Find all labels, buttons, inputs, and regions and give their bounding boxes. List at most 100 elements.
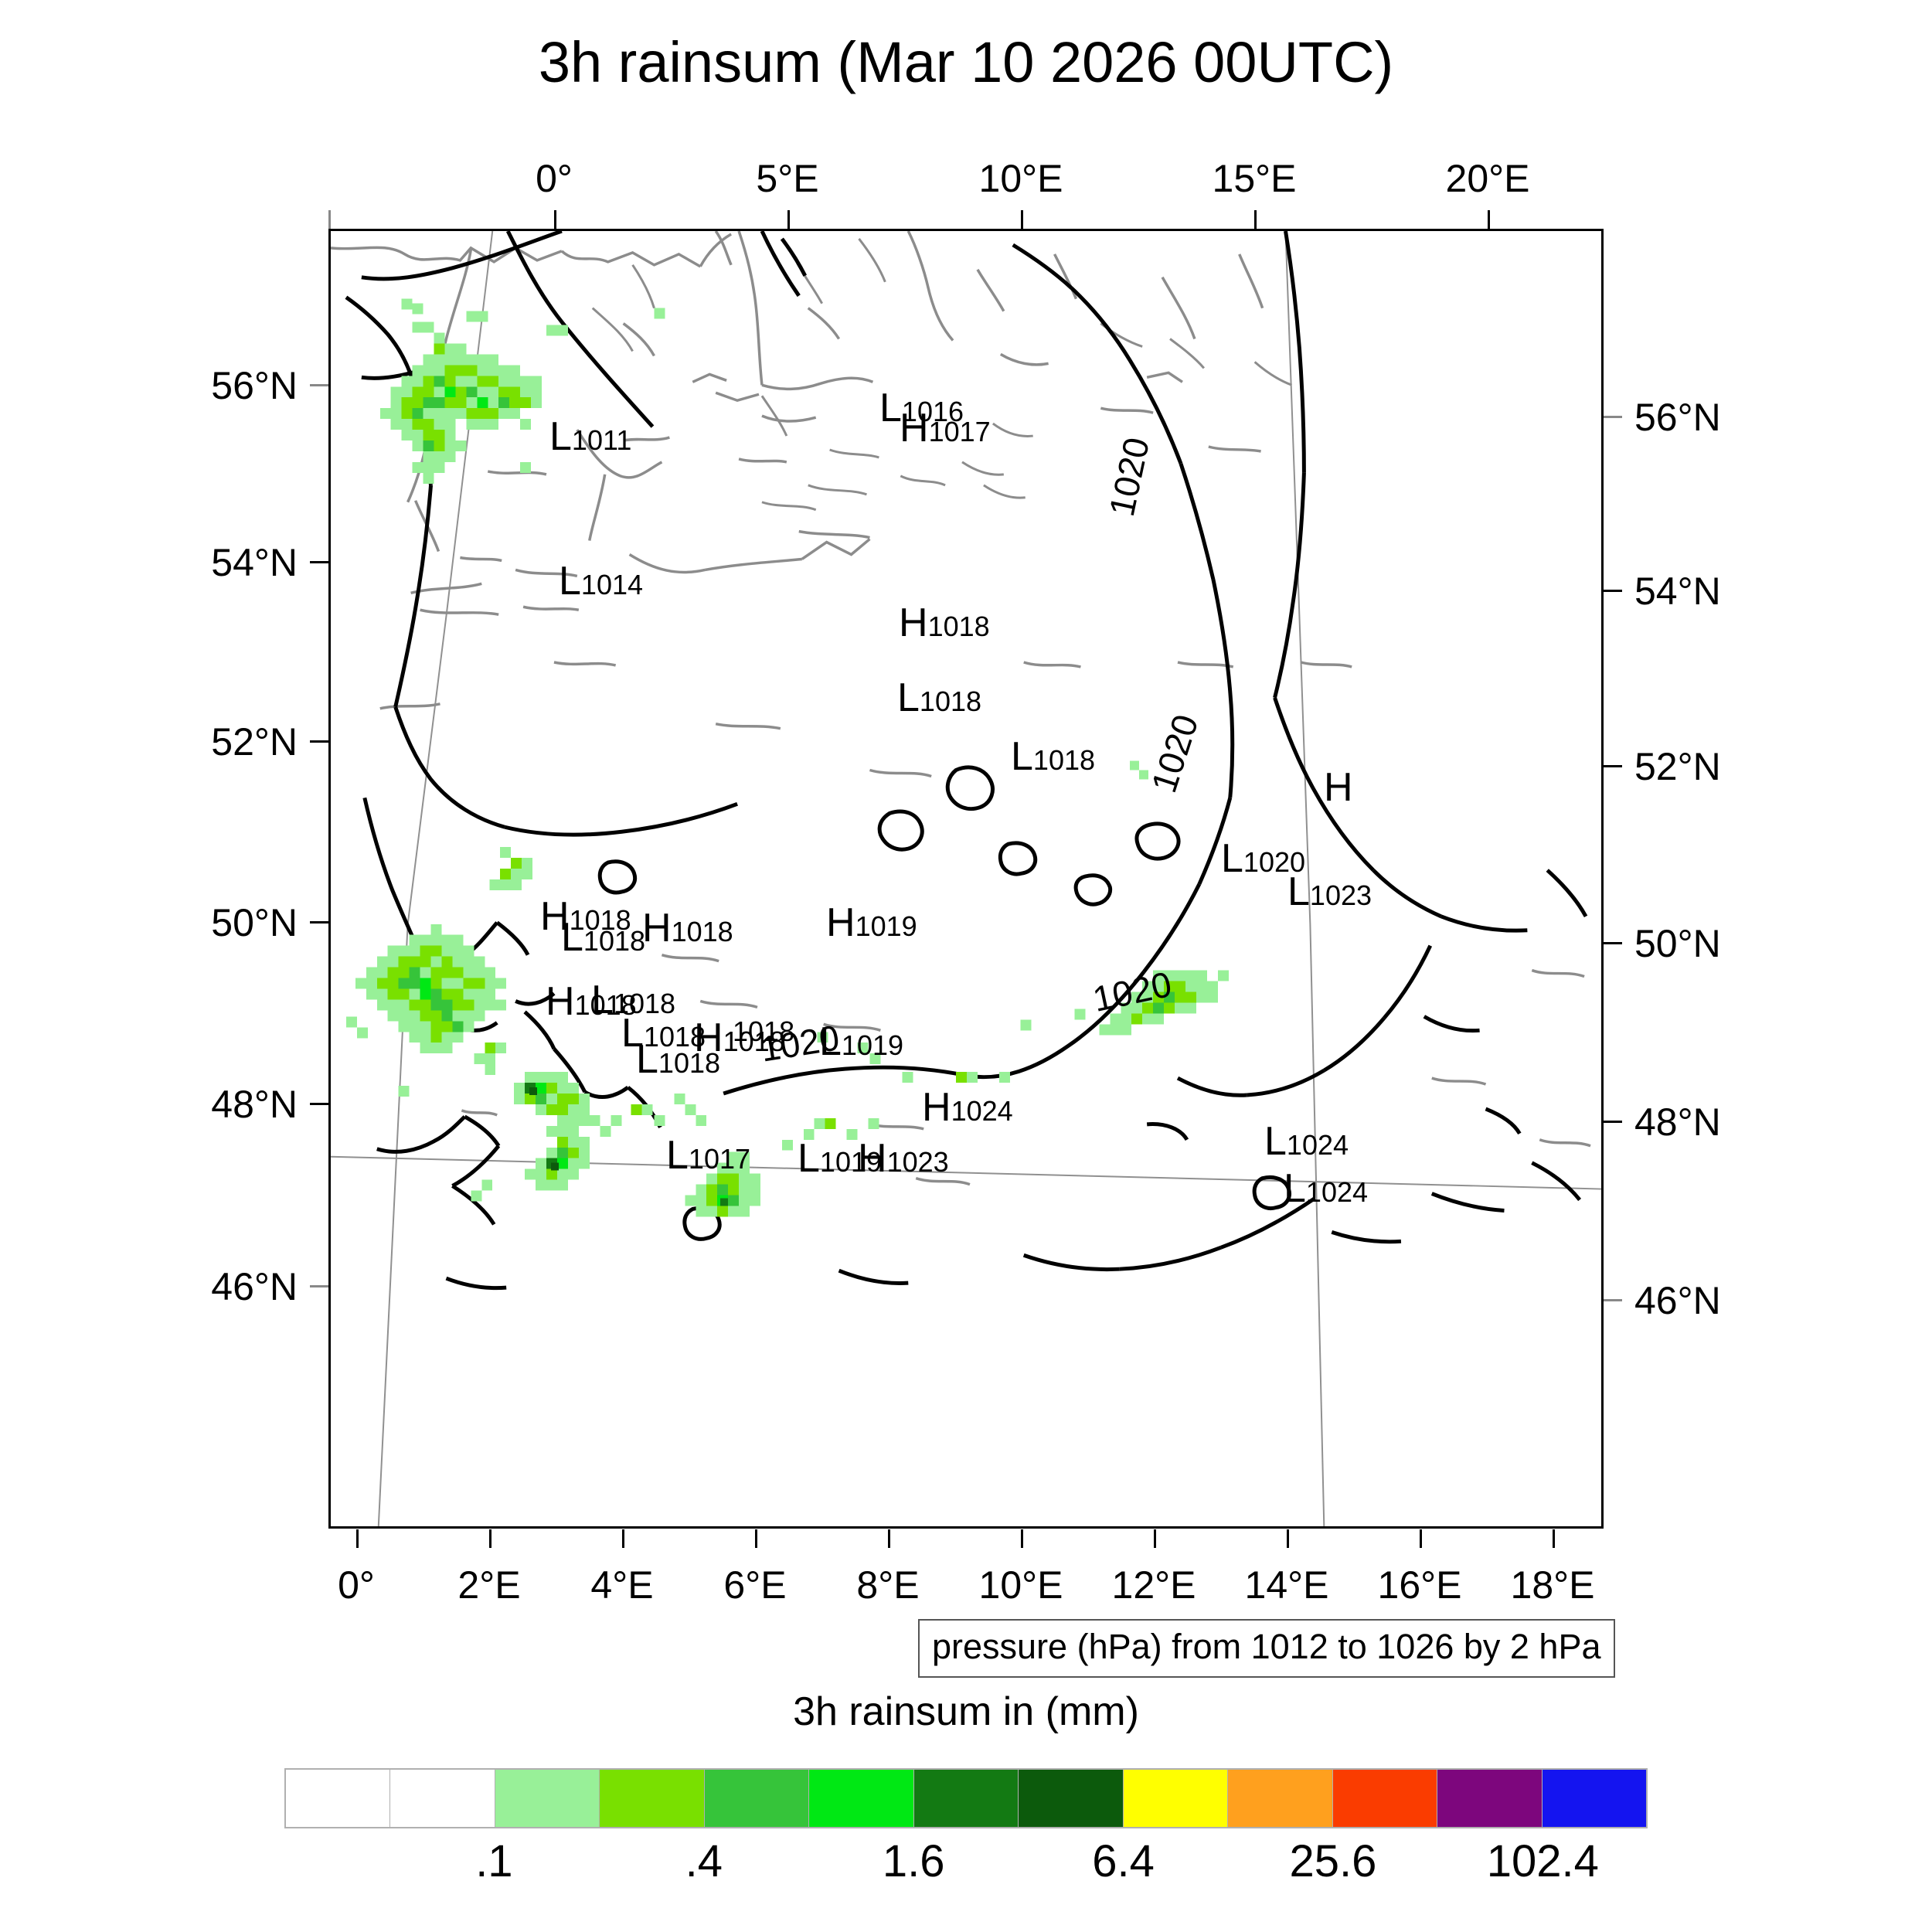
- pressure-marker-low: L1018: [591, 978, 676, 1022]
- axis-top-label: 5°E: [756, 157, 819, 200]
- axis-top-label: 10°E: [978, 157, 1063, 200]
- axis-right-label: 52°N: [1634, 745, 1721, 788]
- colorbar-cell-0[interactable]: [286, 1770, 391, 1827]
- axis-top-label: 15°E: [1212, 157, 1297, 200]
- axis-tick: [1021, 210, 1023, 229]
- axis-left-label: 50°N: [211, 901, 298, 944]
- axis-bottom-label: 14°E: [1244, 1563, 1329, 1607]
- axis-right-label: 46°N: [1634, 1279, 1721, 1322]
- pressure-marker-high: H: [1324, 765, 1353, 810]
- colorbar-cell-3[interactable]: [600, 1770, 705, 1827]
- precip-field: [345, 298, 1229, 1217]
- colorbar-cell-1[interactable]: [390, 1770, 495, 1827]
- pressure-marker-low: L1018: [1011, 734, 1096, 779]
- colorbar-tick-label: 1.6: [882, 1836, 945, 1886]
- pressure-marker-low: L1023: [1287, 869, 1372, 914]
- axis-right-label: 54°N: [1634, 570, 1721, 613]
- axis-tick: [888, 1529, 890, 1548]
- colorbar-cell-8[interactable]: [1123, 1770, 1229, 1827]
- page-title: 3h rainsum (Mar 10 2026 00UTC): [538, 30, 1394, 94]
- pressure-marker-low: L1024: [1264, 1119, 1349, 1164]
- colorbar-cell-6[interactable]: [913, 1770, 1019, 1827]
- axis-bottom-label: 18°E: [1510, 1563, 1595, 1607]
- map-panel[interactable]: 1020 1020 1020 1020 L1011 L1016 H1017 L1…: [328, 229, 1604, 1529]
- colorbar-title: 3h rainsum in (mm): [793, 1689, 1139, 1734]
- axis-bottom-label: 12°E: [1111, 1563, 1196, 1607]
- axis-left-label: 46°N: [211, 1265, 298, 1308]
- axis-tick: [1488, 210, 1490, 229]
- axis-tick: [310, 1103, 328, 1105]
- pressure-marker-low: L1018: [561, 915, 646, 960]
- colorbar-cell-7[interactable]: [1019, 1770, 1124, 1827]
- colorbar-tick-label: 6.4: [1092, 1836, 1155, 1886]
- axis-tick: [1604, 942, 1622, 944]
- pressure-marker-high: H1019: [826, 900, 917, 945]
- axis-bottom-label: 10°E: [978, 1563, 1063, 1607]
- pressure-marker-low: L1019: [819, 1019, 904, 1064]
- colorbar-tick-label: 25.6: [1289, 1836, 1377, 1886]
- axis-top-label: 20°E: [1445, 157, 1530, 200]
- coastline-grey: [331, 231, 1591, 1186]
- axis-bottom-label: 4°E: [590, 1563, 654, 1607]
- axis-tick: [1604, 416, 1622, 418]
- colorbar-labels: .1 .4 1.6 6.4 25.6 102.4: [284, 1835, 1648, 1897]
- colorbar-cell-12[interactable]: [1542, 1770, 1647, 1827]
- axis-right-label: 50°N: [1634, 922, 1721, 965]
- pressure-marker-high: 1018: [733, 1015, 795, 1047]
- pressure-contours: [345, 231, 1588, 1291]
- axis-tick: [310, 1285, 328, 1287]
- axis-tick: [1154, 1529, 1156, 1548]
- axis-tick: [1604, 590, 1622, 592]
- coastline-detail: [591, 238, 1292, 512]
- map-graphic: [331, 231, 1601, 1526]
- axis-tick: [787, 210, 790, 229]
- axis-left-label: 54°N: [211, 541, 298, 584]
- axis-top-label: 0°: [536, 157, 573, 200]
- pressure-marker-low: L1017: [666, 1133, 751, 1178]
- axis-right-label: 56°N: [1634, 396, 1721, 439]
- axis-tick: [310, 921, 328, 923]
- pressure-marker-high: H1024: [922, 1085, 1013, 1130]
- pressure-marker-high: H1023: [858, 1136, 949, 1181]
- pressure-marker-high: H1018: [546, 979, 637, 1024]
- axis-tick: [755, 1529, 757, 1548]
- pressure-marker-low: L1019: [798, 1136, 883, 1181]
- pressure-marker-low: L1020: [1221, 836, 1306, 881]
- colorbar-cell-10[interactable]: [1332, 1770, 1438, 1827]
- axis-tick: [1254, 210, 1257, 229]
- axis-tick: [310, 561, 328, 563]
- pressure-marker-low: L1018: [897, 675, 982, 720]
- pressure-marker-high: H1018: [642, 906, 733, 951]
- axis-tick: [622, 1529, 624, 1548]
- colorbar-cell-2[interactable]: [495, 1770, 600, 1827]
- colorbar-cell-4[interactable]: [704, 1770, 810, 1827]
- colorbar[interactable]: [284, 1768, 1648, 1828]
- colorbar-cell-11[interactable]: [1437, 1770, 1543, 1827]
- colorbar-cell-9[interactable]: [1228, 1770, 1333, 1827]
- pressure-marker-high: H1018: [694, 1015, 785, 1060]
- axis-bottom-label: 0°: [338, 1563, 375, 1607]
- pressure-marker-low: L1024: [1284, 1166, 1369, 1211]
- colorbar-cell-5[interactable]: [809, 1770, 914, 1827]
- pressure-marker-low: L1018: [636, 1037, 721, 1082]
- pressure-legend: pressure (hPa) from 1012 to 1026 by 2 hP…: [918, 1619, 1615, 1678]
- axis-tick: [356, 1529, 359, 1548]
- axis-tick: [1553, 1529, 1555, 1548]
- axis-tick: [1287, 1529, 1289, 1548]
- colorbar-tick-label: .1: [475, 1836, 513, 1886]
- pressure-marker-high: H1018: [540, 894, 631, 939]
- axis-tick: [310, 740, 328, 743]
- axis-bottom-label: 8°E: [856, 1563, 920, 1607]
- axis-tick: [489, 1529, 492, 1548]
- pressure-marker-low: L1016: [879, 386, 964, 430]
- axis-bottom-label: 2°E: [457, 1563, 521, 1607]
- pressure-marker-low: L1014: [559, 559, 644, 604]
- pressure-marker-low: L1011: [549, 414, 632, 459]
- axis-tick: [1604, 1121, 1622, 1123]
- axis-tick: [1604, 765, 1622, 767]
- pressure-marker-high: H1017: [900, 406, 991, 451]
- pressure-marker-low: L1018: [621, 1011, 706, 1056]
- axis-bottom-label: 16°E: [1377, 1563, 1462, 1607]
- axis-tick: [554, 210, 556, 229]
- axis-left-label: 52°N: [211, 720, 298, 764]
